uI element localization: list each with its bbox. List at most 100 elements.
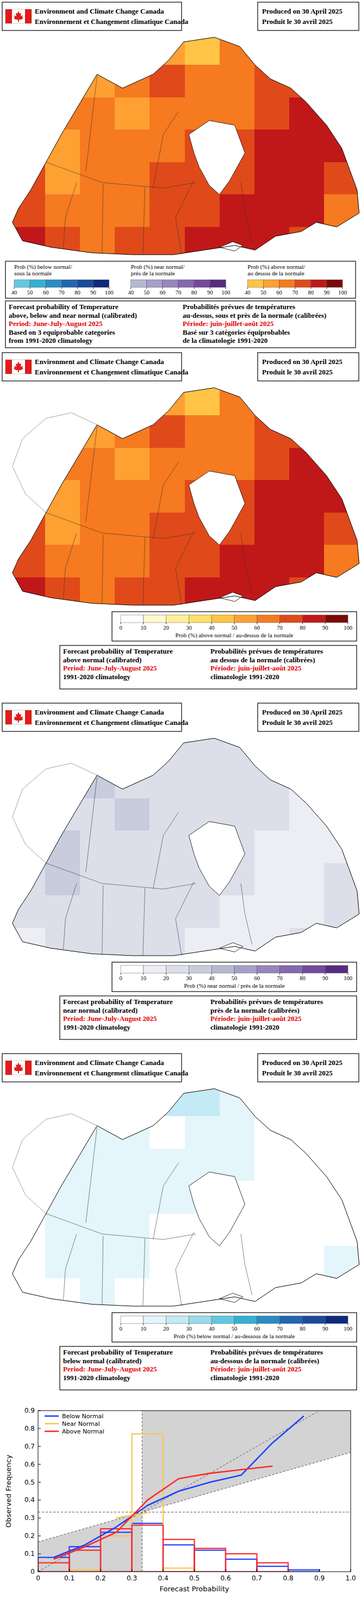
hudson-bay [188,470,245,545]
colorbar-tick [209,287,211,289]
flag-band [25,709,32,724]
agency-en: Environment and Climate Change Canada [34,7,165,16]
colorbar-tick [120,621,122,624]
x-tick [163,1567,164,1571]
probability-cell [254,162,290,195]
colorbar-tick [142,621,144,624]
y-tick-label: 0.3 [24,1512,35,1521]
probability-cell [289,1115,325,1148]
colorbar-bin [279,279,296,288]
colorbar-bin [211,964,235,973]
colorbar-tick-label: 30 [185,1324,192,1331]
probability-cell [79,447,116,481]
colorbar-label: au dessus de la normale [247,269,305,277]
probability-cell [10,32,46,66]
probability-cell [254,447,290,481]
probability-cell [10,226,46,260]
colorbar-bin [279,964,303,973]
colorbar-tick-label: 50 [231,624,238,631]
sharpness-bar [69,1548,102,1571]
probability-cell [10,512,46,545]
probability-cell [45,414,81,448]
produced-en: Produced on 30 April 2025 [262,7,343,16]
flag-band [25,359,32,374]
probability-cell [289,829,325,863]
probability-cell [324,829,360,863]
caption-basis: Basé sur 3 catégories équiprobables [182,327,290,336]
colorbar-bin [325,1314,348,1323]
colorbar-tick [279,972,280,974]
y-tick [38,1516,41,1517]
probability-cell [10,1147,46,1181]
province-border [153,811,179,889]
probability-cell [45,194,81,227]
colorbar-tick-label: 10 [140,624,147,631]
colorbar-bin [234,964,258,973]
colorbar-label: Prob (%) below normal / au-dessous de la… [173,1331,296,1339]
probability-cell [324,129,360,163]
colorbar-tick-label: 70 [276,1324,283,1331]
y-tick-label: 0.1 [24,1548,35,1556]
probability-cell [114,1147,151,1181]
probability-cell [324,447,360,481]
probability-cell [114,1083,151,1116]
province-border [142,537,146,605]
caption-title: Probabilités prévues de températures [182,302,296,311]
province-border [240,532,253,594]
hudson-bay [188,120,245,195]
colorbar-tick [194,287,195,289]
caption-box [59,1345,357,1389]
probability-cell [149,414,185,448]
probability-cell [219,544,255,577]
province-border [46,162,197,189]
colorbar-tick-label: 10 [140,974,147,981]
colorbar-bin [120,614,144,622]
colorbar-tick-label: 50 [27,289,34,296]
probability-cell [289,1277,325,1310]
probability-cell [10,97,46,130]
probability-cell [45,894,81,927]
colorbar-bin [120,1314,144,1323]
colorbar-tick [29,287,31,289]
province-border [63,532,77,599]
header: Environment and Climate Change CanadaEnv… [2,1052,359,1081]
probability-cell [10,926,46,960]
colorbar-label: sous la normale [14,269,52,277]
probability-cell [289,512,325,545]
sharpness-bar [100,1527,133,1571]
province-border [175,880,195,955]
caption-basis: climatologie 1991-2020 [210,671,280,681]
probability-cell [79,544,116,577]
colorbar-tick [325,1322,326,1324]
probability-cell [254,1212,290,1246]
colorbar-tick [146,287,147,289]
probability-cell [219,732,255,766]
probability-cell [114,1179,151,1213]
probability-cell [254,479,290,513]
colorbar-tick-label: 70 [175,289,182,296]
probability-cell [324,194,360,227]
colorbar-bin [188,964,212,973]
x-tick [100,1567,102,1571]
sharpness-bar [257,1564,289,1571]
reliability-line [53,1414,304,1556]
caption-title: Probabilités prévues de températures [210,996,323,1005]
colorbar-tick-label: 20 [163,1324,170,1331]
y-tick-label: 0.7 [24,1441,35,1449]
probability-cell [149,64,185,98]
colorbar-tick-label: 40 [208,1324,215,1331]
probability-cell [45,1212,81,1246]
colorbar-bin [302,1314,326,1323]
probability-cell [254,894,290,927]
probability-cell [289,544,325,577]
probability-cell [114,829,151,863]
colorbar-tick [120,972,122,974]
legend-label: Below Normal [61,1411,104,1419]
colorbar-bin [143,1314,167,1323]
colorbar-bin [326,279,343,288]
colorbar-tick [77,287,78,289]
colorbar-tick [178,287,179,289]
colorbar-tick-label: 100 [221,289,230,296]
hudson-bay [188,1171,245,1246]
caption-basis: 1991-2020 climatology [63,671,131,681]
